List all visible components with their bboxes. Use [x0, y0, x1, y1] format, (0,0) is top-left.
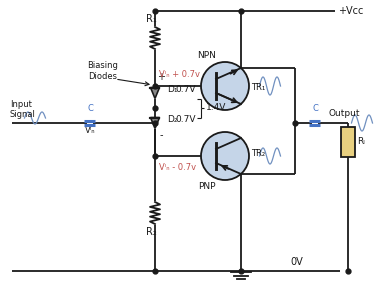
Text: Vᴵₙ: Vᴵₙ — [85, 126, 96, 135]
Circle shape — [201, 62, 249, 110]
Text: TR₂: TR₂ — [251, 150, 265, 158]
Text: D₂: D₂ — [167, 116, 178, 124]
Text: Vᴵₙ + 0.7v: Vᴵₙ + 0.7v — [159, 70, 200, 79]
Text: NPN: NPN — [197, 51, 217, 60]
Text: D₁: D₁ — [167, 86, 178, 94]
Text: 0V: 0V — [290, 257, 303, 267]
Text: Input
Signal: Input Signal — [10, 100, 36, 119]
Text: 0.7V: 0.7V — [175, 116, 196, 124]
Text: Vᴵₙ - 0.7v: Vᴵₙ - 0.7v — [159, 163, 196, 172]
Bar — [341, 127, 355, 157]
Text: 0.7V: 0.7V — [175, 86, 196, 94]
Text: Output: Output — [329, 109, 361, 118]
Polygon shape — [150, 88, 159, 98]
Text: Rₗ: Rₗ — [357, 138, 365, 146]
Text: C: C — [87, 104, 93, 113]
Circle shape — [201, 132, 249, 180]
Polygon shape — [150, 118, 159, 128]
Text: R₂: R₂ — [145, 227, 156, 237]
Text: Biasing
Diodes: Biasing Diodes — [88, 61, 119, 81]
Text: C: C — [312, 104, 318, 113]
Text: -: - — [159, 130, 163, 140]
Text: R₁: R₁ — [145, 14, 156, 24]
Text: PNP: PNP — [198, 182, 216, 191]
Text: TR₁: TR₁ — [251, 84, 265, 92]
Text: 1.4V: 1.4V — [206, 104, 226, 112]
Text: +Vcc: +Vcc — [338, 6, 364, 16]
Text: +: + — [157, 72, 165, 82]
